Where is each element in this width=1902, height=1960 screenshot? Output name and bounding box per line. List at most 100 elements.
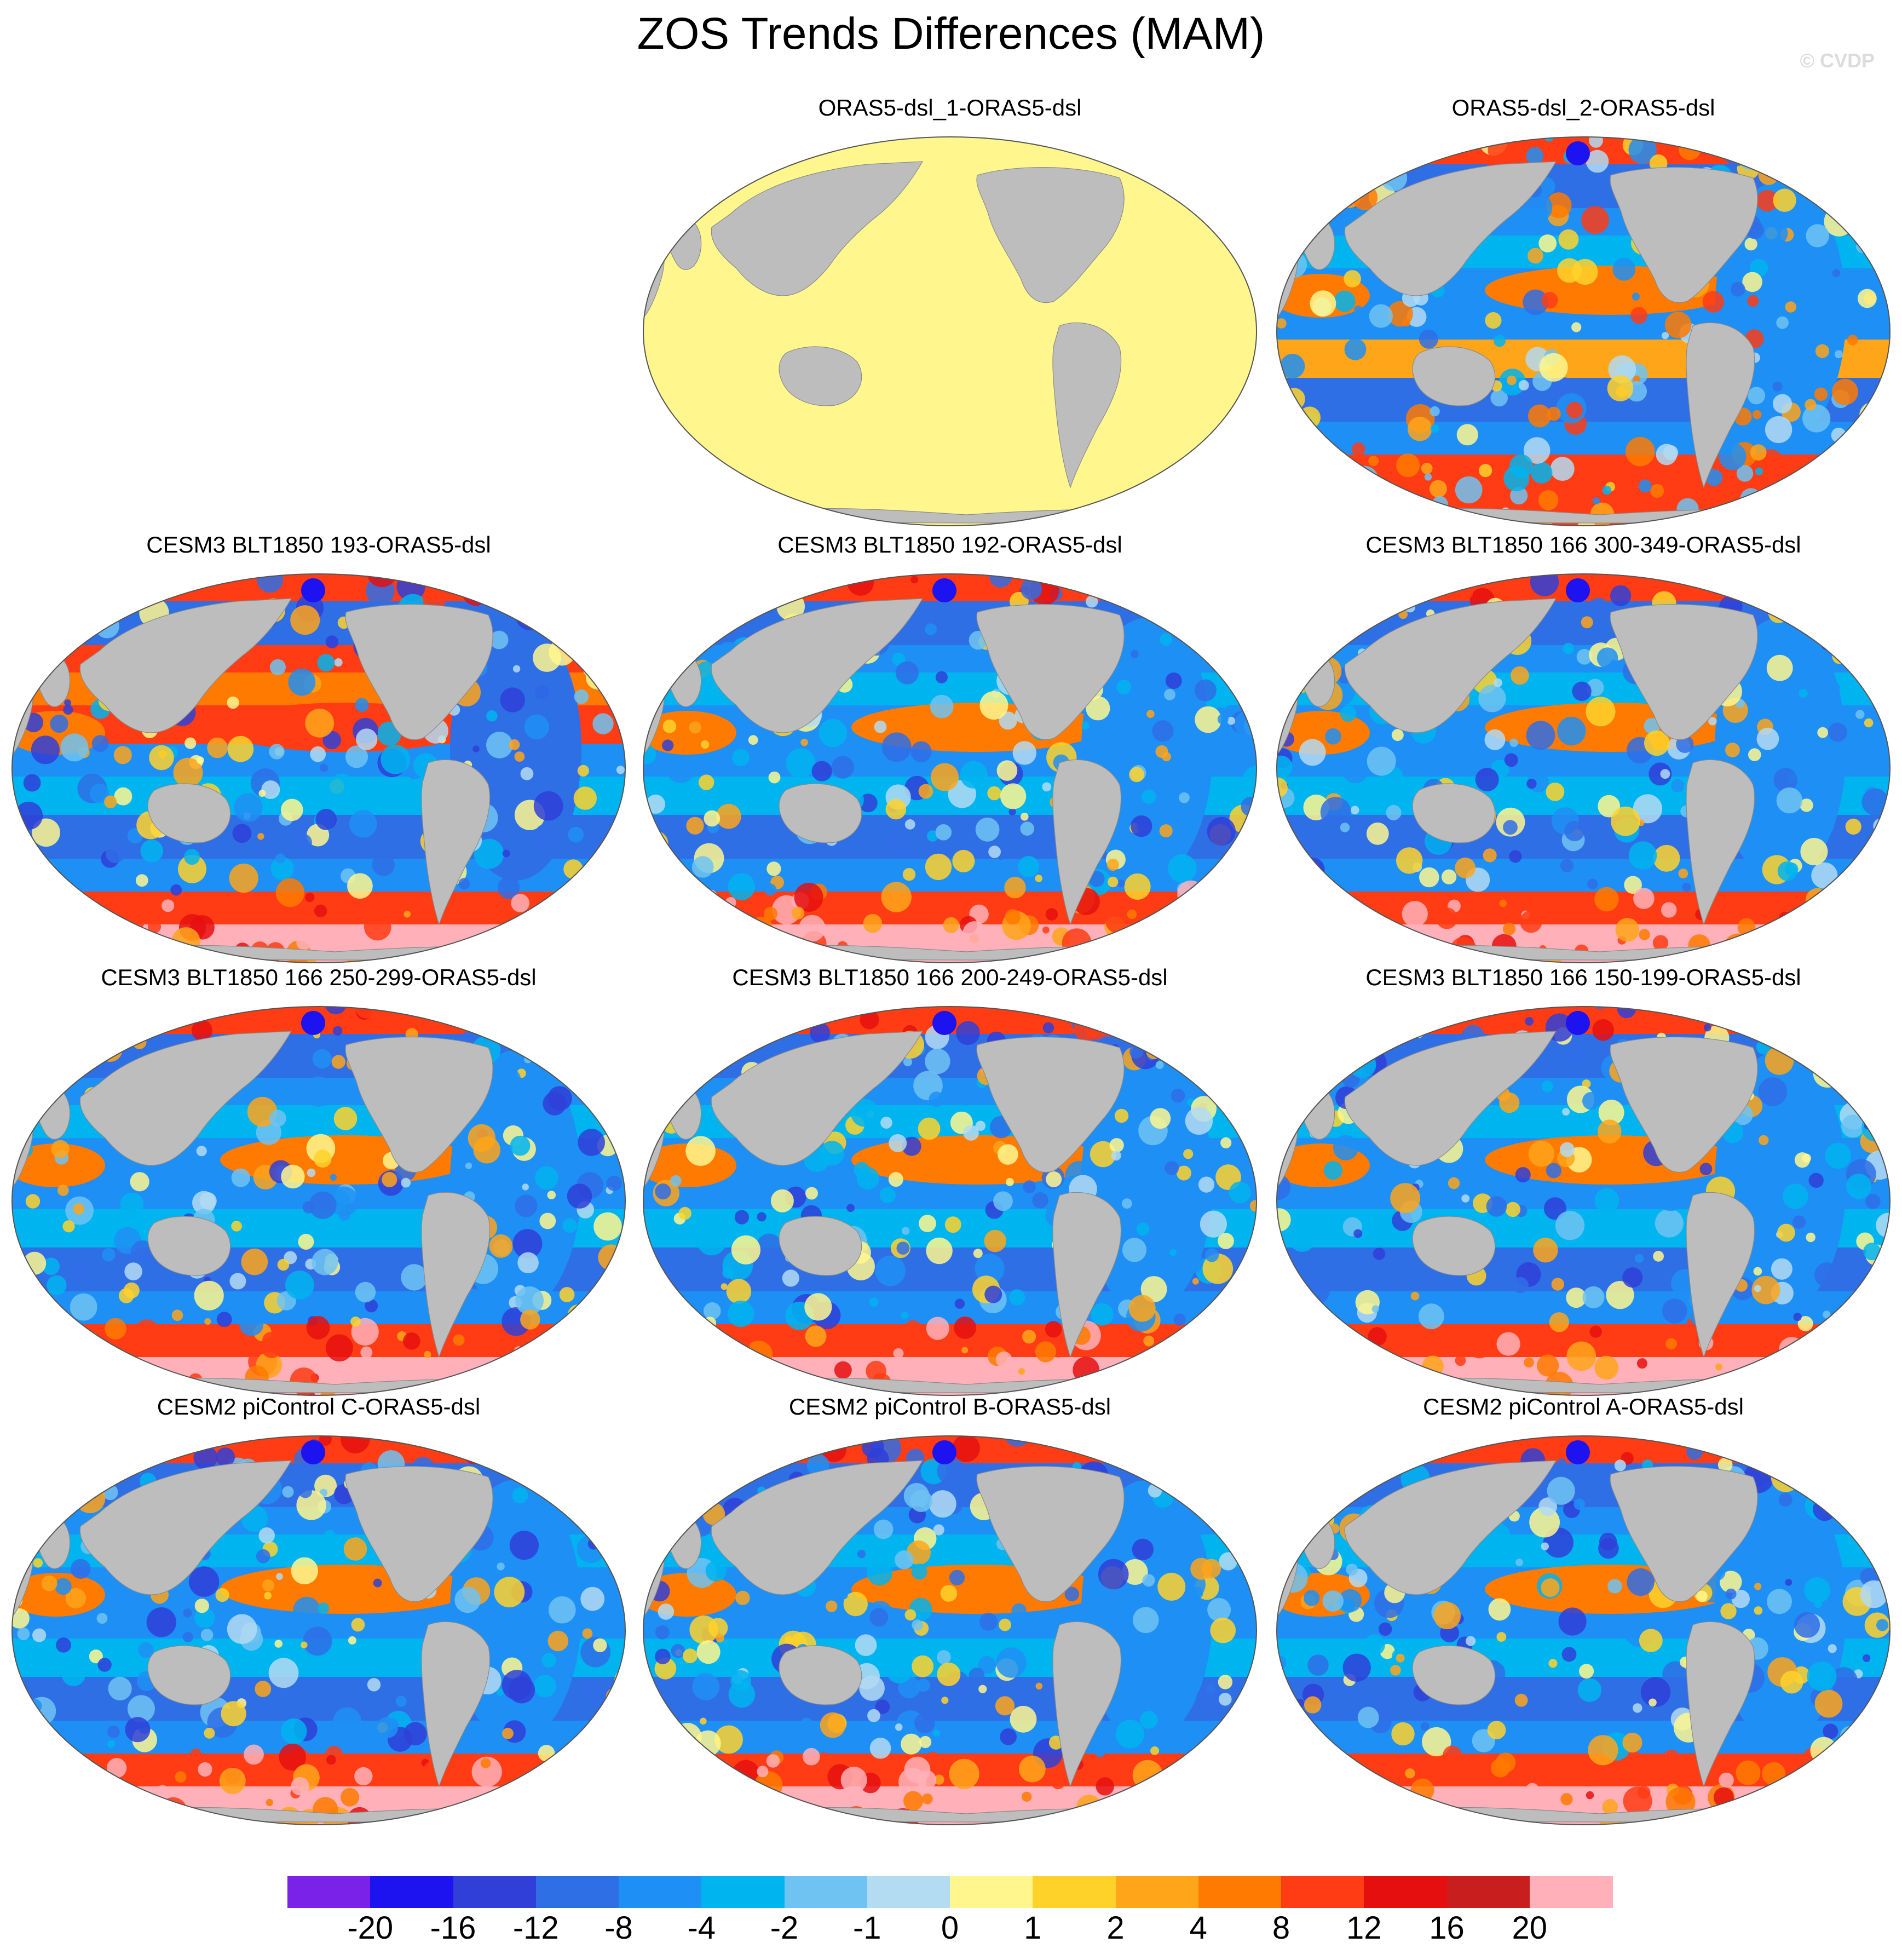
anomaly-patch	[312, 1249, 338, 1275]
anomaly-patch	[670, 1175, 682, 1187]
anomaly-patch	[790, 1033, 798, 1041]
landmass-asia	[711, 598, 924, 733]
anomaly-patch	[1530, 462, 1553, 484]
anomaly-patch	[1418, 1303, 1444, 1330]
anomaly-patch	[1294, 466, 1325, 497]
anomaly-patch	[819, 719, 847, 748]
anomaly-patch	[354, 1007, 379, 1019]
anomaly-patch	[757, 1233, 782, 1258]
anomaly-patch	[834, 1361, 852, 1379]
anomaly-patch	[1335, 906, 1355, 925]
anomaly-patch	[1610, 585, 1632, 606]
anomaly-patch	[539, 1018, 552, 1031]
anomaly-patch	[606, 887, 625, 912]
anomaly-patch	[535, 1166, 558, 1190]
anomaly-patch	[281, 1164, 305, 1189]
anomaly-patch	[1783, 927, 1812, 956]
anomaly-patch	[1653, 1251, 1664, 1262]
map-panel: CESM2 piControl B-ORAS5-dsl	[638, 1392, 1262, 1830]
anomaly-patch	[1277, 1478, 1289, 1492]
anomaly-patch	[725, 936, 751, 962]
anomaly-patch	[879, 1187, 896, 1203]
anomaly-patch	[595, 1054, 616, 1076]
anomaly-patch	[1734, 499, 1759, 524]
anomaly-patch	[18, 1802, 37, 1820]
anomaly-patch	[140, 840, 163, 863]
anomaly-patch	[1132, 1538, 1154, 1560]
anomaly-patch	[1494, 335, 1506, 347]
anomaly-patch	[1271, 162, 1276, 171]
anomaly-patch	[1062, 928, 1092, 958]
anomaly-patch	[1032, 1192, 1048, 1209]
anomaly-patch	[1858, 289, 1877, 308]
anomaly-patch	[1586, 697, 1616, 727]
anomaly-patch	[1851, 1321, 1881, 1352]
anomaly-patch	[1210, 1617, 1236, 1643]
anomaly-patch	[301, 1641, 308, 1648]
anomaly-patch	[600, 1542, 612, 1555]
anomaly-patch	[291, 1777, 309, 1796]
landmass-samerica	[1052, 1192, 1122, 1358]
anomaly-patch	[665, 1775, 678, 1789]
anomaly-patch	[1592, 1019, 1614, 1041]
anomaly-patch	[895, 661, 919, 685]
anomaly-patch	[533, 593, 555, 616]
anomaly-patch	[766, 1754, 780, 1768]
anomaly-patch	[1837, 1451, 1854, 1467]
anomaly-patch	[1432, 496, 1448, 513]
anomaly-patch	[573, 786, 597, 810]
anomaly-patch	[769, 737, 788, 756]
anomaly-patch	[1277, 421, 1284, 429]
landmass-namerica	[1610, 603, 1758, 740]
anomaly-patch	[1779, 911, 1791, 924]
anomaly-patch	[1598, 1100, 1624, 1125]
anomaly-patch	[625, 1708, 631, 1715]
anomaly-patch	[643, 1732, 661, 1750]
anomaly-patch	[43, 1458, 52, 1467]
anomaly-patch	[1354, 305, 1363, 314]
anomaly-patch	[926, 1317, 949, 1340]
anomaly-patch	[1320, 797, 1351, 828]
anomaly-patch	[275, 878, 305, 907]
anomaly-patch	[67, 1754, 88, 1774]
anomaly-patch	[1599, 1532, 1617, 1550]
anomaly-patch	[12, 579, 13, 588]
anomaly-patch	[198, 1762, 212, 1777]
anomaly-patch	[66, 845, 76, 854]
anomaly-patch	[1664, 312, 1692, 338]
anomaly-patch	[70, 1293, 97, 1321]
anomaly-patch	[341, 1787, 360, 1807]
anomaly-patch	[12, 1085, 16, 1094]
anomaly-patch	[1282, 933, 1294, 945]
anomaly-patch	[1484, 729, 1506, 750]
anomaly-patch	[850, 1099, 879, 1127]
anomaly-patch	[1277, 318, 1287, 329]
anomaly-patch	[998, 1144, 1018, 1165]
anomaly-patch	[1870, 1359, 1889, 1378]
anomaly-patch	[28, 1499, 36, 1507]
landmass-namerica	[976, 603, 1125, 740]
anomaly-patch	[943, 917, 959, 933]
anomaly-patch	[1528, 1141, 1555, 1167]
anomaly-patch	[1832, 269, 1841, 278]
anomaly-patch	[1823, 1290, 1834, 1301]
anomaly-patch	[1758, 164, 1779, 185]
anomaly-patch	[533, 791, 563, 821]
anomaly-patch	[382, 1172, 397, 1187]
anomaly-patch	[500, 687, 525, 712]
anomaly-patch	[1247, 1077, 1257, 1090]
anomaly-patch	[1847, 599, 1858, 610]
anomaly-patch	[700, 1445, 724, 1469]
anomaly-patch	[1306, 1503, 1323, 1520]
anomaly-patch	[1348, 1051, 1376, 1078]
anomaly-patch	[56, 1637, 71, 1653]
anomaly-patch	[1521, 192, 1553, 223]
anomaly-patch	[622, 1120, 625, 1129]
anomaly-patch	[1115, 1720, 1144, 1749]
anomaly-patch	[12, 1540, 29, 1566]
anomaly-patch	[1546, 1163, 1561, 1179]
ocean-field	[643, 1007, 1257, 1395]
map-panel: CESM3 BLT1850 166 150-199-ORAS5-dsl	[1271, 963, 1895, 1401]
anomaly-patch	[23, 774, 41, 792]
anomaly-patch	[30, 1818, 41, 1825]
